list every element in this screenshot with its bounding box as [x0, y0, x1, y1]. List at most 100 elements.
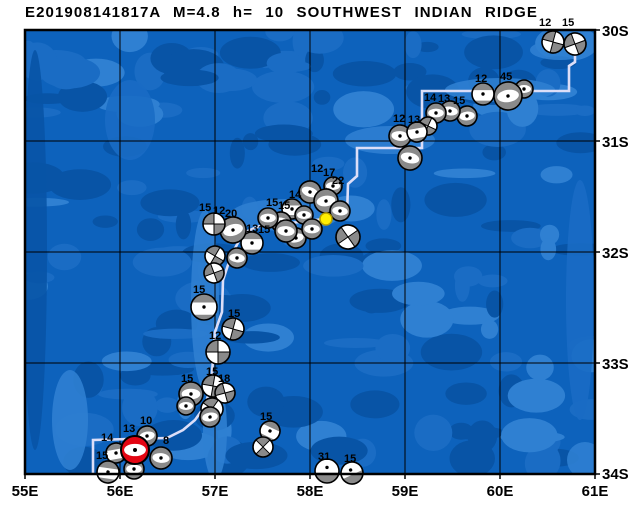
plot-title: E201908141817A M=4.8 h= 10 SOUTHWEST IND…: [25, 4, 539, 21]
bathymetry-blob: [143, 328, 207, 339]
bathymetry-blob: [333, 91, 395, 128]
bathymetry-blob: [175, 210, 192, 240]
lon-tick-label: 59E: [392, 483, 419, 500]
bathymetry-blob: [489, 352, 523, 372]
bathymetry-blob: [242, 133, 259, 151]
date-label: 17: [323, 167, 335, 179]
bathymetry-blob: [511, 227, 549, 249]
lon-tick-label: 55E: [12, 483, 39, 500]
focal-mechanism-beachball: [203, 262, 225, 284]
bathymetry-blob: [391, 187, 411, 223]
date-label: 15: [193, 284, 205, 296]
focal-mechanism-beachball: [149, 446, 173, 470]
bathymetry-blob: [540, 238, 557, 261]
bathymetry-blob: [47, 243, 82, 271]
date-label: 15: [260, 411, 272, 423]
bathymetry-blob: [480, 319, 499, 339]
bathymetry-blob: [186, 167, 221, 179]
bathymetry-blob: [101, 351, 152, 372]
focal-mechanism-beachball: [541, 30, 565, 54]
date-label: 15: [266, 197, 278, 209]
date-label: 31: [318, 451, 330, 463]
focal-mechanism-beachball: [259, 420, 281, 442]
bathymetry-blob: [362, 250, 422, 281]
date-label: 12: [539, 17, 551, 29]
bathymetry-blob: [449, 440, 495, 474]
date-label: 14: [101, 432, 114, 444]
bathymetry-blob: [424, 182, 487, 217]
bathymetry-blob: [365, 238, 402, 254]
date-label: 12: [209, 330, 221, 342]
bathymetry-blob: [486, 290, 504, 318]
date-label: 15: [181, 373, 193, 385]
date-label: 15: [453, 95, 465, 107]
lat-tick-label: 31S: [602, 134, 629, 151]
bathymetry-streak: [52, 370, 88, 470]
bathymetry-blob: [117, 180, 147, 196]
focal-mechanism-beachball: [471, 82, 495, 106]
date-label: 15: [96, 450, 108, 462]
bathymetry-blob: [251, 70, 315, 103]
date-label: 15: [278, 200, 290, 212]
focal-mechanism-beachball: [96, 460, 120, 484]
bathymetry-blob: [350, 390, 400, 419]
bathymetry-streak: [567, 442, 595, 474]
bathymetry-streak: [105, 80, 155, 160]
date-label: 13: [438, 93, 450, 105]
bathymetry-streak: [566, 180, 594, 420]
date-label: 12: [213, 205, 225, 217]
lon-tick-label: 61E: [582, 483, 609, 500]
lat-tick-label: 34S: [602, 466, 629, 483]
lon-tick-label: 57E: [202, 483, 229, 500]
bathymetry-blob: [433, 168, 496, 179]
focal-mechanism-beachball: [202, 212, 226, 236]
bathymetry-blob: [323, 337, 388, 348]
bathymetry-blob: [92, 215, 118, 228]
bathymetry-blob: [393, 63, 427, 81]
bathymetry-blob: [343, 157, 368, 188]
bathymetry-blob: [136, 218, 165, 241]
date-label: 10: [140, 415, 152, 427]
date-label: 15: [258, 224, 270, 236]
bathymetry-blob: [295, 30, 344, 54]
focal-mechanism-beachball: [252, 436, 274, 458]
bathymetry-blob: [454, 266, 483, 287]
focal-mechanism-beachball: [240, 231, 264, 255]
beachball-layer: [96, 30, 587, 485]
bathymetry-blob: [48, 169, 112, 200]
lon-tick-label: 56E: [107, 483, 134, 500]
bathymetry-blob: [376, 199, 392, 230]
bathymetry-blob: [303, 254, 364, 277]
date-label: 13: [408, 114, 420, 126]
lat-tick-label: 33S: [602, 356, 629, 373]
axes-layer: 55E 56E 57E 58E 59E 60E 61E 30S 31S 32S 33S 34S: [12, 23, 629, 500]
lon-tick-label: 60E: [487, 483, 514, 500]
focal-mechanism-beachball: [221, 317, 245, 341]
bathymetry-blob: [464, 35, 523, 70]
bathymetry-blob: [501, 418, 558, 453]
bathymetry-streak: [25, 50, 47, 450]
date-label: 14: [424, 92, 437, 104]
lat-tick-label: 32S: [602, 245, 629, 262]
date-label: 8: [163, 435, 169, 447]
focal-mechanism-beachball: [388, 124, 412, 148]
bathymetry-blob: [507, 378, 566, 413]
bathymetry-blob: [556, 132, 595, 154]
focal-mechanism-beachball: [314, 458, 340, 484]
bathymetry-blob: [524, 103, 590, 116]
bathymetry-blob: [313, 90, 331, 105]
focal-mechanism-beachball: [335, 224, 361, 250]
date-label: 14: [289, 189, 302, 201]
bathymetry-blob: [392, 281, 445, 306]
bathymetry-blob: [332, 60, 397, 87]
focal-mechanism-beachball: [190, 293, 218, 321]
date-label: 12: [393, 113, 405, 125]
bathymetry-blob: [273, 60, 312, 72]
date-label: 22: [332, 175, 344, 187]
focal-mechanism-beachball: [329, 200, 351, 222]
bathymetry-blob: [310, 436, 368, 465]
date-label: 15: [206, 366, 218, 378]
bathymetry-blob: [140, 189, 200, 217]
